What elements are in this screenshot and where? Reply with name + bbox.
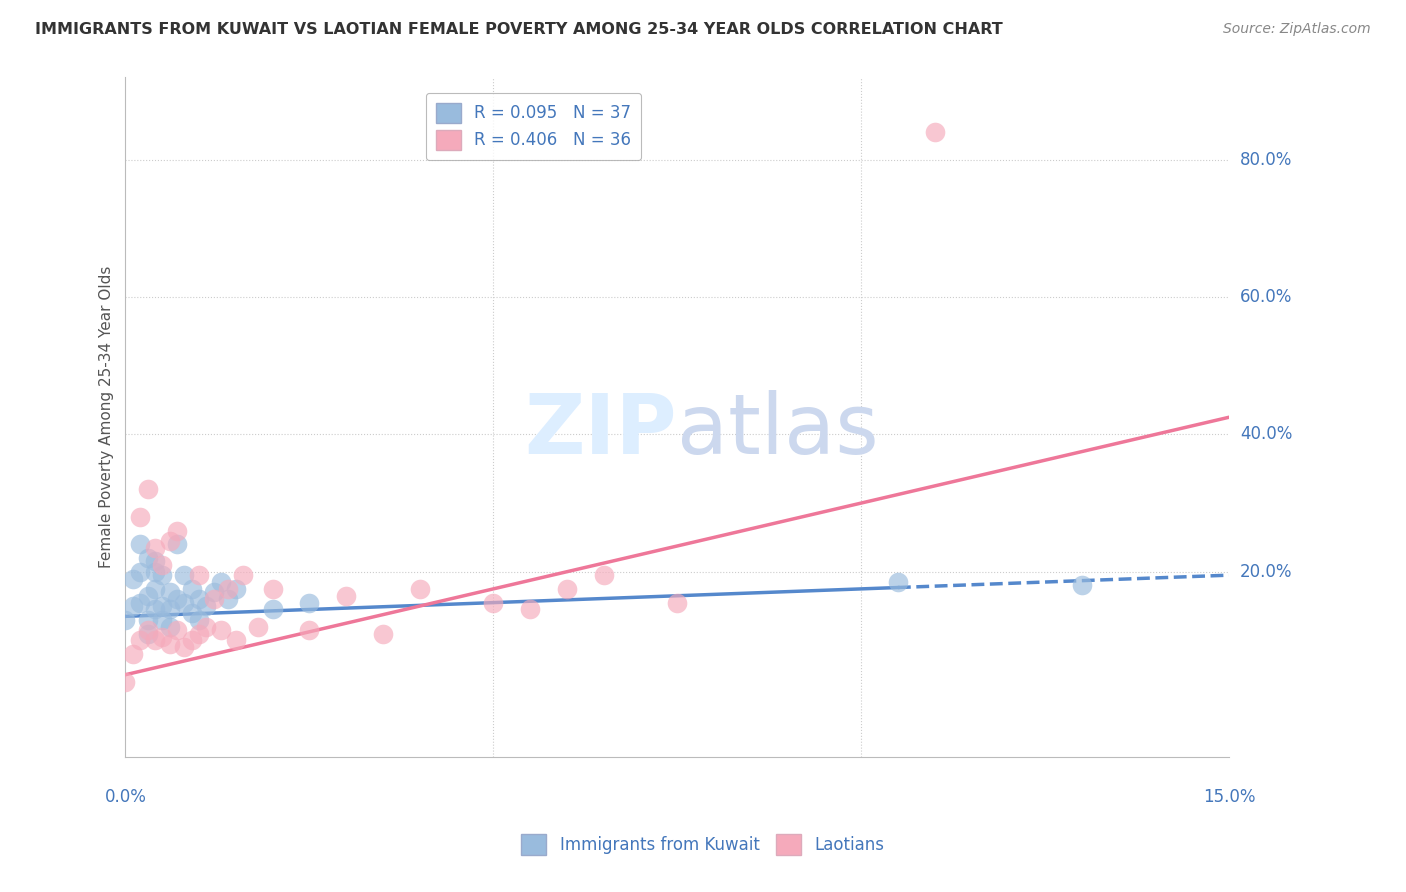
Point bbox=[298, 596, 321, 610]
Point bbox=[887, 574, 910, 589]
Point bbox=[136, 623, 159, 637]
Point bbox=[136, 551, 159, 566]
Point bbox=[166, 537, 188, 551]
Point bbox=[173, 640, 195, 655]
Text: 60.0%: 60.0% bbox=[1240, 288, 1292, 306]
Point bbox=[121, 572, 143, 586]
Text: 15.0%: 15.0% bbox=[1202, 788, 1256, 805]
Point bbox=[129, 633, 152, 648]
Point bbox=[173, 596, 195, 610]
Point bbox=[188, 613, 211, 627]
Point bbox=[121, 599, 143, 613]
Point bbox=[136, 626, 159, 640]
Point bbox=[409, 582, 432, 596]
Point bbox=[188, 592, 211, 607]
Legend: R = 0.095   N = 37, R = 0.406   N = 36: R = 0.095 N = 37, R = 0.406 N = 36 bbox=[426, 93, 641, 160]
Point bbox=[166, 592, 188, 607]
Point bbox=[209, 574, 232, 589]
Point bbox=[180, 633, 202, 648]
Point bbox=[262, 582, 284, 596]
Point bbox=[188, 626, 211, 640]
Point bbox=[114, 674, 136, 689]
Point bbox=[202, 592, 225, 607]
Point bbox=[232, 568, 254, 582]
Text: 20.0%: 20.0% bbox=[1240, 563, 1292, 581]
Legend: Immigrants from Kuwait, Laotians: Immigrants from Kuwait, Laotians bbox=[515, 828, 891, 862]
Text: IMMIGRANTS FROM KUWAIT VS LAOTIAN FEMALE POVERTY AMONG 25-34 YEAR OLDS CORRELATI: IMMIGRANTS FROM KUWAIT VS LAOTIAN FEMALE… bbox=[35, 22, 1002, 37]
Point bbox=[159, 620, 181, 634]
Point bbox=[1070, 578, 1092, 592]
Point bbox=[195, 599, 218, 613]
Point bbox=[482, 596, 505, 610]
Point bbox=[246, 620, 269, 634]
Text: ZIP: ZIP bbox=[524, 391, 678, 471]
Point bbox=[335, 589, 357, 603]
Point bbox=[209, 623, 232, 637]
Text: 0.0%: 0.0% bbox=[104, 788, 146, 805]
Point bbox=[924, 125, 946, 139]
Point bbox=[225, 633, 247, 648]
Point bbox=[371, 626, 394, 640]
Point bbox=[166, 524, 188, 538]
Point bbox=[129, 537, 152, 551]
Point bbox=[195, 620, 218, 634]
Point bbox=[150, 599, 173, 613]
Point bbox=[150, 630, 173, 644]
Text: 40.0%: 40.0% bbox=[1240, 425, 1292, 443]
Point bbox=[592, 568, 614, 582]
Point bbox=[159, 602, 181, 616]
Point bbox=[143, 582, 166, 596]
Point bbox=[150, 558, 173, 572]
Point bbox=[262, 602, 284, 616]
Point bbox=[298, 623, 321, 637]
Text: atlas: atlas bbox=[678, 391, 879, 471]
Point bbox=[136, 589, 159, 603]
Point bbox=[143, 602, 166, 616]
Point bbox=[555, 582, 578, 596]
Point bbox=[150, 568, 173, 582]
Point bbox=[143, 633, 166, 648]
Point bbox=[143, 554, 166, 568]
Point bbox=[159, 637, 181, 651]
Point bbox=[202, 585, 225, 599]
Point bbox=[159, 533, 181, 548]
Point bbox=[159, 585, 181, 599]
Point bbox=[129, 596, 152, 610]
Point bbox=[188, 568, 211, 582]
Point bbox=[180, 606, 202, 620]
Text: 80.0%: 80.0% bbox=[1240, 151, 1292, 169]
Point bbox=[225, 582, 247, 596]
Point bbox=[150, 613, 173, 627]
Point bbox=[143, 565, 166, 579]
Point bbox=[666, 596, 689, 610]
Point bbox=[114, 613, 136, 627]
Point bbox=[129, 509, 152, 524]
Point bbox=[129, 565, 152, 579]
Point bbox=[166, 623, 188, 637]
Point bbox=[180, 582, 202, 596]
Y-axis label: Female Poverty Among 25-34 Year Olds: Female Poverty Among 25-34 Year Olds bbox=[100, 266, 114, 568]
Point bbox=[173, 568, 195, 582]
Point bbox=[136, 483, 159, 497]
Point bbox=[217, 592, 239, 607]
Text: Source: ZipAtlas.com: Source: ZipAtlas.com bbox=[1223, 22, 1371, 37]
Point bbox=[136, 613, 159, 627]
Point bbox=[121, 647, 143, 661]
Point bbox=[143, 541, 166, 555]
Point bbox=[519, 602, 541, 616]
Point bbox=[217, 582, 239, 596]
